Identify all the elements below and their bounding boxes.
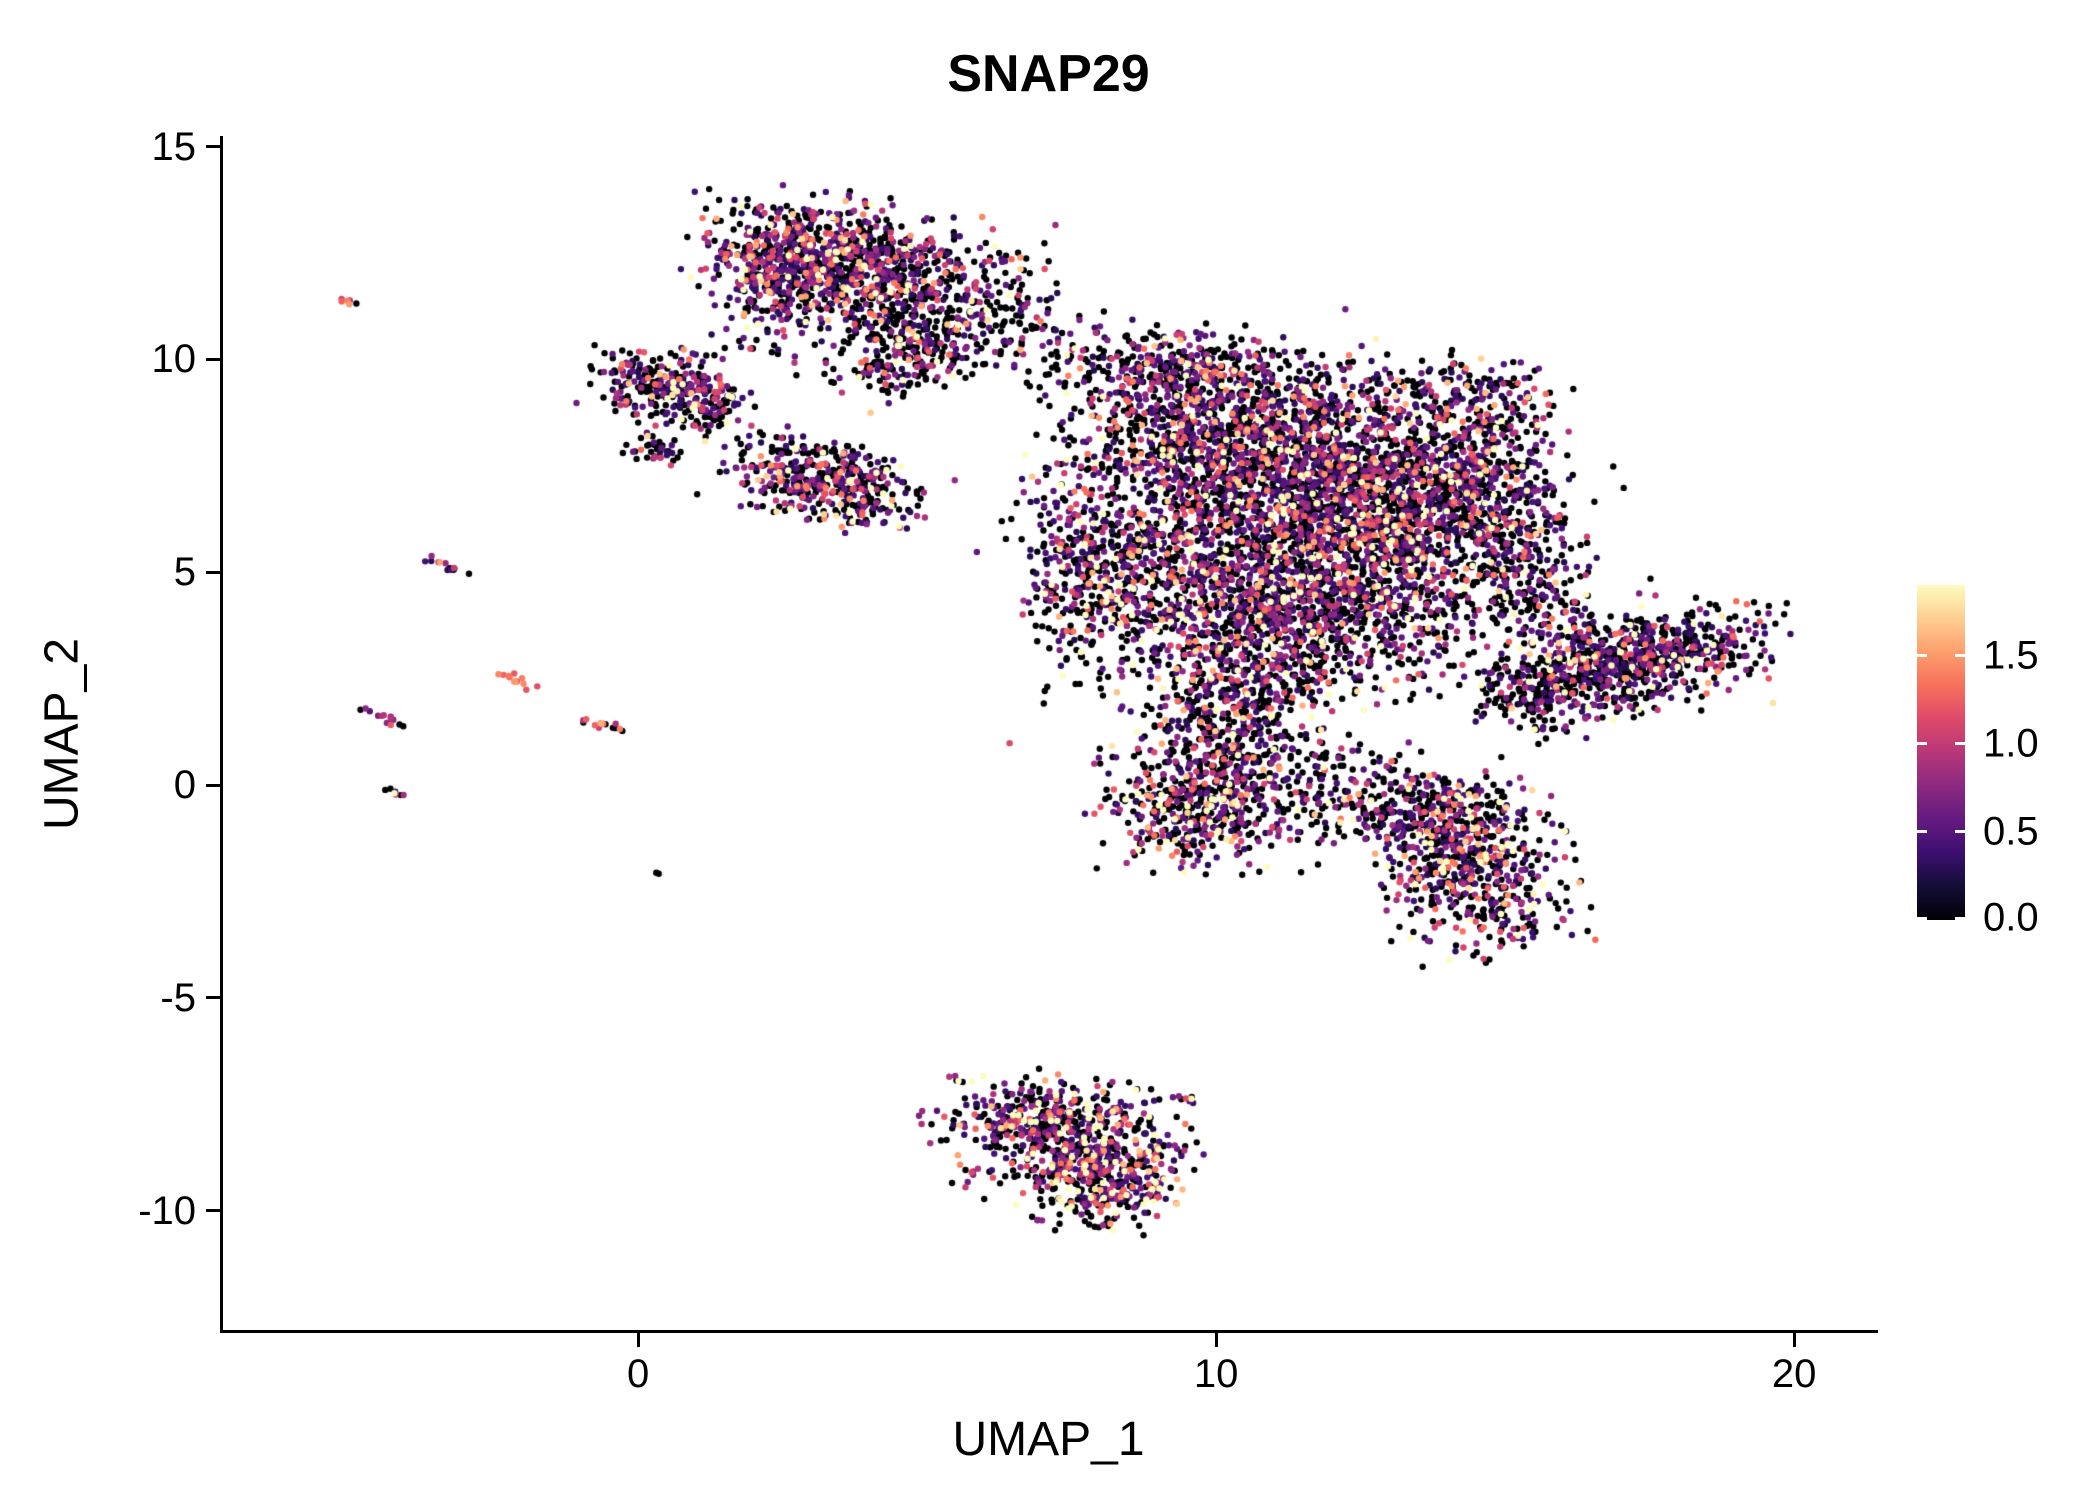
y-tick-mark <box>206 357 220 361</box>
colorbar-tick-label: 1.5 <box>1983 633 2039 678</box>
x-tick-mark <box>636 1333 640 1347</box>
y-tick-mark <box>206 996 220 1000</box>
colorbar-tick-label: 0.5 <box>1983 809 2039 854</box>
x-tick-label: 0 <box>627 1352 650 1396</box>
colorbar-gradient <box>1917 585 1965 920</box>
y-tick-mark <box>206 1209 220 1213</box>
x-axis-line <box>220 1330 1878 1333</box>
colorbar-tick-mark <box>1917 916 1927 920</box>
y-tick-label: -10 <box>138 1188 196 1233</box>
y-tick-label: 5 <box>173 550 196 595</box>
colorbar-tick-label: 1.0 <box>1983 721 2039 766</box>
x-tick-label: 20 <box>1771 1352 1817 1396</box>
x-axis-label: UMAP_1 <box>952 1413 1145 1466</box>
colorbar-tick-mark <box>1955 916 1965 920</box>
plot-title: SNAP29 <box>947 45 1150 103</box>
y-tick-label: 15 <box>151 124 197 169</box>
colorbar-tick-mark <box>1917 830 1927 834</box>
x-tick-mark <box>1792 1333 1796 1347</box>
y-tick-mark <box>206 145 220 149</box>
y-tick-mark <box>206 783 220 787</box>
y-tick-label: 10 <box>151 337 197 382</box>
colorbar-tick-mark <box>1955 830 1965 834</box>
colorbar-tick-mark <box>1917 654 1927 658</box>
x-tick-label: 10 <box>1193 1352 1239 1396</box>
y-tick-label: 0 <box>173 763 196 808</box>
x-tick-mark <box>1214 1333 1218 1347</box>
colorbar-tick-mark <box>1955 742 1965 746</box>
y-tick-label: -5 <box>160 975 196 1020</box>
y-axis-line <box>220 136 223 1333</box>
colorbar-tick-mark <box>1917 742 1927 746</box>
colorbar-tick-mark <box>1955 654 1965 658</box>
colorbar-tick-label: 0.0 <box>1983 895 2039 940</box>
y-tick-mark <box>206 570 220 574</box>
